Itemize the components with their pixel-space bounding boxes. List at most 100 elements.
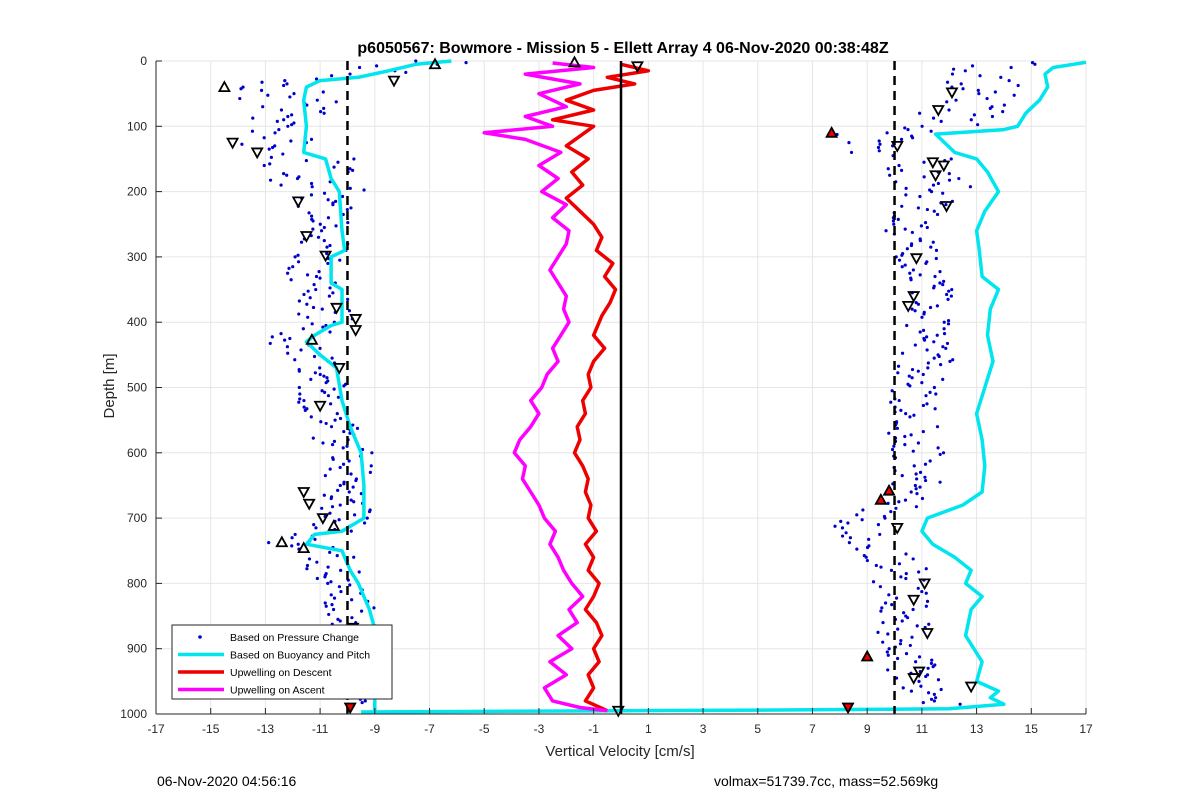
pressure-dot	[899, 575, 903, 579]
triangle-down-marker	[302, 498, 316, 511]
pressure-dot	[954, 98, 958, 102]
pressure-dot	[892, 444, 896, 448]
pressure-dot	[349, 498, 353, 502]
pressure-dot	[880, 606, 884, 610]
pressure-dot	[312, 354, 317, 359]
pressure-dot	[934, 256, 938, 261]
pressure-dot	[867, 537, 871, 541]
pressure-dot	[900, 204, 904, 208]
pressure-dot	[864, 555, 868, 559]
y-tick-label: 600	[127, 446, 147, 460]
pressure-dot	[899, 137, 904, 141]
pressure-dot	[327, 294, 331, 298]
pressure-dot	[318, 346, 322, 350]
pressure-dot	[338, 483, 342, 488]
pressure-dot	[896, 217, 900, 221]
pressure-dot	[332, 596, 337, 600]
pressure-dot	[925, 335, 929, 339]
pressure-dot	[963, 69, 967, 73]
triangle-down-marker	[841, 702, 855, 715]
pressure-dot	[309, 137, 314, 141]
triangle-down-marker	[931, 105, 945, 117]
pressure-dot	[310, 322, 314, 326]
pressure-dot	[351, 485, 355, 489]
pressure-dot	[268, 178, 273, 182]
pressure-dot	[985, 96, 989, 101]
pressure-dot	[324, 381, 328, 385]
triangle-down-marker	[291, 196, 305, 209]
pressure-dot	[283, 338, 287, 342]
legend-label: Based on Pressure Change	[230, 632, 359, 644]
pressure-dot	[913, 483, 917, 488]
series-lines	[301, 59, 1087, 714]
pressure-dot	[926, 361, 930, 365]
pressure-dot	[886, 668, 890, 672]
triangle-down-marker	[329, 302, 344, 315]
pressure-dot	[268, 341, 272, 346]
pressure-dot	[323, 474, 327, 478]
pressure-dot	[296, 253, 300, 257]
pressure-dot	[884, 229, 888, 233]
pressure-dot	[909, 243, 914, 248]
pressure-dot	[329, 425, 334, 429]
pressure-dot	[911, 557, 915, 561]
x-tick-label: 3	[700, 722, 707, 736]
pressure-dot	[921, 372, 925, 377]
pressure-dot	[307, 557, 312, 561]
pressure-dot	[903, 443, 907, 447]
pressure-dot	[929, 661, 934, 665]
pressure-dot	[918, 238, 922, 243]
legend-label: Based on Buoyancy and Pitch	[230, 650, 370, 662]
pressure-dot	[887, 593, 891, 597]
pressure-dot	[941, 345, 945, 349]
pressure-dot	[404, 70, 408, 75]
pressure-dot	[319, 420, 323, 424]
pressure-dot	[318, 372, 322, 377]
pressure-dot	[881, 640, 885, 644]
pressure-dot	[293, 532, 297, 537]
pressure-dot	[323, 575, 327, 579]
pressure-dot	[326, 394, 331, 398]
y-tick-label: 500	[127, 381, 147, 395]
pressure-dot	[286, 271, 290, 275]
pressure-dot	[894, 506, 898, 510]
pressure-dot	[897, 500, 901, 504]
pressure-dot	[932, 340, 936, 344]
pressure-dot	[913, 309, 917, 313]
upwelling-descent-line	[550, 62, 651, 713]
pressure-dot	[350, 616, 354, 620]
pressure-dot	[314, 526, 318, 530]
pressure-dot	[307, 211, 311, 215]
pressure-dot	[946, 322, 951, 326]
pressure-dot	[352, 157, 356, 161]
legend-label: Upwelling on Descent	[230, 667, 332, 679]
pressure-dot	[929, 129, 933, 133]
pressure-dot	[267, 540, 271, 545]
pressure-dot	[911, 607, 915, 612]
pressure-dot	[889, 568, 894, 572]
pressure-dot	[929, 190, 934, 194]
pressure-dot	[351, 168, 355, 172]
pressure-dot	[934, 392, 938, 396]
pressure-dot	[1030, 61, 1035, 65]
pressure-dot	[368, 470, 372, 474]
pressure-dot	[931, 240, 935, 244]
pressure-dot	[944, 203, 948, 207]
y-tick-label: 700	[127, 511, 147, 525]
pressure-dot	[921, 403, 925, 408]
pressure-dot	[338, 465, 342, 470]
pressure-dot	[342, 482, 346, 486]
pressure-dot	[936, 181, 941, 186]
triangle-up-marker	[327, 519, 341, 531]
pressure-dot	[301, 327, 305, 331]
x-tick-label: 15	[1025, 722, 1039, 736]
pressure-dot	[297, 385, 301, 390]
pressure-dot	[347, 459, 351, 463]
pressure-dot	[338, 619, 342, 623]
pressure-dot	[922, 175, 926, 179]
pressure-dot	[302, 398, 306, 403]
pressure-dot	[347, 490, 351, 494]
pressure-dot	[896, 627, 900, 631]
pressure-dot	[293, 358, 297, 362]
pressure-dot	[913, 343, 917, 347]
